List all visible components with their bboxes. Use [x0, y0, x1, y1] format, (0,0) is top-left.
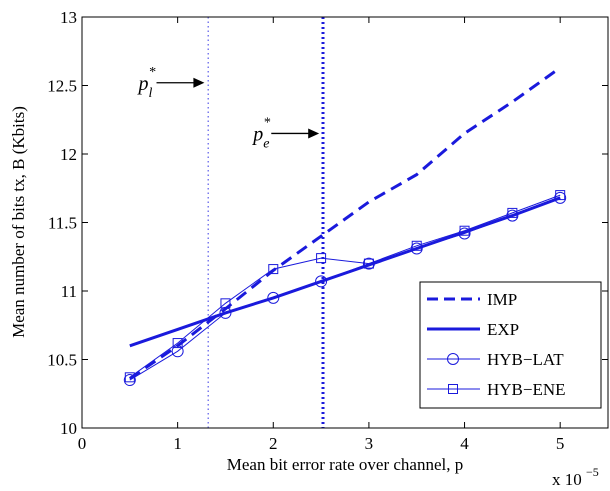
series-line [128, 66, 562, 380]
y-tick-label: 11 [61, 282, 77, 301]
annotation-symbol: p [251, 123, 263, 145]
data-point-square [172, 338, 183, 349]
legend: IMP EXP HYB−LAT HYB−ENE [419, 281, 602, 409]
data-point-circle [171, 345, 184, 358]
x-tick-label: 3 [365, 434, 374, 453]
annotation-subscript: l [149, 86, 153, 101]
data-point-circle [554, 191, 567, 204]
annotation-label: p* e [251, 115, 270, 151]
x-multiplier-exponent: −5 [586, 465, 599, 479]
annotation-symbol: p [137, 73, 149, 95]
x-tick-label: 0 [78, 434, 87, 453]
data-point-square [459, 225, 470, 236]
legend-label: IMP [487, 290, 517, 309]
data-point-square [268, 264, 279, 275]
data-point-square [411, 240, 422, 251]
data-point-circle [506, 209, 519, 222]
data-point-square [220, 298, 231, 309]
x-axis-label: Mean bit error rate over channel, p [227, 455, 463, 474]
legend-label: HYB−LAT [487, 350, 564, 369]
data-point-circle [267, 291, 280, 304]
y-tick-label: 10.5 [47, 351, 77, 370]
x-tick-label: 2 [269, 434, 278, 453]
data-point-square [555, 190, 566, 201]
series-line [129, 194, 561, 378]
legend-box [419, 281, 602, 409]
y-tick-label: 10 [60, 419, 77, 438]
series-line [129, 196, 561, 348]
legend-marker-circle [447, 353, 459, 365]
data-point-circle [315, 275, 328, 288]
data-point-circle [362, 257, 375, 270]
annotation-superscript: * [149, 65, 156, 80]
legend-marker-square [448, 384, 458, 394]
legend-label: EXP [487, 320, 519, 339]
y-tick-label: 12 [60, 145, 77, 164]
y-tick-label: 13 [60, 8, 77, 27]
data-point-circle [458, 227, 471, 240]
annotation-group: p*lp*e [137, 65, 320, 151]
y-tick-label: 12.5 [47, 77, 77, 96]
annotation-superscript: * [263, 115, 270, 130]
data-point-square [507, 207, 518, 218]
y-tick-label: 11.5 [48, 214, 77, 233]
data-point-square [124, 372, 135, 383]
data-point-circle [410, 242, 423, 255]
legend-label: HYB−ENE [487, 380, 566, 399]
x-tick-label: 4 [460, 434, 469, 453]
data-point-square [316, 253, 327, 264]
annotation-label: p* l [137, 65, 156, 101]
x-tick-label: 1 [173, 434, 182, 453]
annotation-arrow-head [193, 77, 205, 88]
annotation-arrow-head [308, 128, 320, 139]
y-axis-label: Mean number of bits tx, B (Kbits) [9, 106, 28, 338]
series-line [129, 197, 561, 381]
data-point-square [363, 258, 374, 269]
x-tick-label: 5 [556, 434, 565, 453]
x-multiplier-label: x 10 −5 [552, 465, 599, 489]
reference-lines [207, 17, 325, 428]
series-group [123, 66, 567, 387]
x-multiplier-base: x 10 [552, 470, 582, 489]
data-point-circle [123, 374, 136, 387]
annotation-subscript: e [263, 136, 269, 151]
